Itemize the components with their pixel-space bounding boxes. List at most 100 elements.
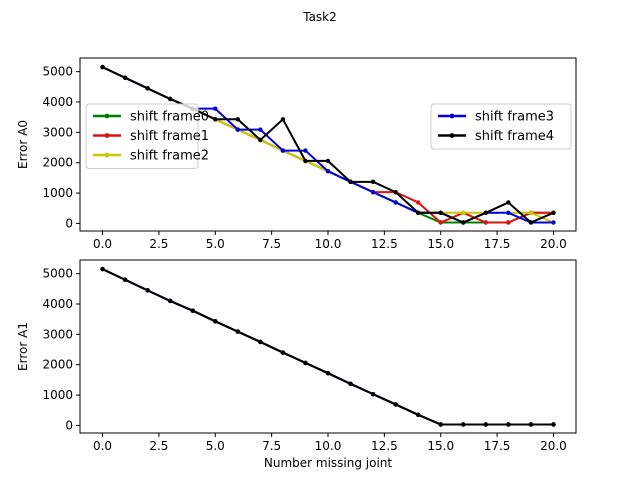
legend-marker xyxy=(449,113,455,119)
legend: shift frame0 shift frame1 shift frame2 shif… xyxy=(85,103,572,169)
data-point xyxy=(528,422,534,427)
x-tick-label: 7.5 xyxy=(262,439,281,453)
data-point xyxy=(190,308,195,313)
data-point xyxy=(461,422,466,427)
x-tick-label: 17.5 xyxy=(484,237,511,251)
data-point xyxy=(348,381,353,387)
x-axis-label: Number missing joint xyxy=(264,456,393,470)
y-axis-label: Error A0 xyxy=(16,120,30,169)
data-point xyxy=(528,210,534,215)
data-point xyxy=(280,350,286,355)
data-point xyxy=(506,200,511,205)
data-point xyxy=(506,210,511,215)
x-tick-label: 2.5 xyxy=(149,237,168,251)
legend-marker xyxy=(104,113,110,119)
data-point xyxy=(167,96,173,102)
data-point xyxy=(551,210,556,215)
x-tick-label: 20.0 xyxy=(540,237,567,251)
y-axis-label: Error A1 xyxy=(16,322,30,371)
legend-marker xyxy=(449,133,455,138)
chart-bottom: 0.0 2.5 5.0 7.5 10.0 12.5 15.0 17.5 20.0 0 1000 200… xyxy=(16,259,577,470)
x-tick-label: 7.5 xyxy=(262,237,281,251)
x-tick-label: 12.5 xyxy=(371,237,398,251)
data-point xyxy=(303,158,308,164)
data-point xyxy=(528,220,534,225)
data-point xyxy=(280,117,286,122)
x-tick-label: 15.0 xyxy=(427,439,454,453)
data-point xyxy=(258,137,263,143)
data-point xyxy=(415,200,421,205)
data-point xyxy=(438,220,443,225)
data-point xyxy=(438,422,443,427)
x-tick-label: 5.0 xyxy=(206,439,225,453)
legend-entry: shift frame4 xyxy=(438,129,554,144)
x-tick-label: 5.0 xyxy=(206,237,225,251)
data-point xyxy=(483,210,489,215)
data-point xyxy=(415,210,421,215)
data-point xyxy=(483,422,489,427)
data-point xyxy=(213,106,218,111)
y-tick-label: 4000 xyxy=(42,297,73,311)
data-point xyxy=(393,402,398,407)
data-point xyxy=(325,169,331,174)
y-tick-label: 2000 xyxy=(42,358,73,372)
series-shift-frame4 xyxy=(100,266,556,427)
data-point xyxy=(145,288,150,293)
data-point xyxy=(438,210,443,215)
data-point xyxy=(348,179,353,185)
legend-label: shift frame2 xyxy=(130,149,209,164)
data-point xyxy=(370,391,376,397)
data-point xyxy=(461,220,466,225)
y-tick-label: 2000 xyxy=(42,156,73,170)
data-point xyxy=(303,360,308,366)
x-tick-label: 0.0 xyxy=(93,439,112,453)
data-point xyxy=(393,200,398,205)
x-tick-label: 10.0 xyxy=(315,237,342,251)
data-point xyxy=(393,189,398,195)
data-point xyxy=(483,220,489,225)
x-tick-label: 15.0 xyxy=(427,237,454,251)
data-point xyxy=(303,148,308,153)
y-tick-label: 1000 xyxy=(42,186,73,200)
x-tick-label: 20.0 xyxy=(540,439,567,453)
x-tick-label: 17.5 xyxy=(484,439,511,453)
x-tick-label: 2.5 xyxy=(149,439,168,453)
data-point xyxy=(145,86,150,91)
data-point xyxy=(506,422,511,427)
legend-marker xyxy=(104,152,110,158)
data-point xyxy=(325,371,331,376)
legend-marker xyxy=(104,133,110,138)
data-point xyxy=(235,117,241,122)
x-tick-label: 12.5 xyxy=(371,439,398,453)
data-point xyxy=(235,329,241,334)
figure-title: Task2 xyxy=(302,10,337,24)
legend-entry: shift frame0 xyxy=(93,110,209,125)
y-tick-label: 5000 xyxy=(42,65,73,79)
data-point xyxy=(415,412,421,417)
legend-entry: shift frame2 xyxy=(93,149,209,164)
y-tick-label: 3000 xyxy=(42,327,73,341)
data-point xyxy=(280,148,286,153)
data-point xyxy=(370,189,376,195)
data-point xyxy=(551,422,556,427)
legend-label: shift frame3 xyxy=(475,110,554,125)
data-point xyxy=(258,127,263,132)
data-point xyxy=(235,127,241,132)
data-point xyxy=(122,277,128,282)
y-tick-label: 0 xyxy=(65,216,73,230)
y-tick-label: 0 xyxy=(65,418,73,432)
y-tick-label: 1000 xyxy=(42,388,73,402)
data-point xyxy=(370,179,376,185)
data-point xyxy=(167,298,173,304)
data-point xyxy=(122,75,128,80)
legend-label: shift frame1 xyxy=(130,129,209,144)
x-tick-label: 0.0 xyxy=(93,237,112,251)
data-point xyxy=(461,210,466,215)
x-tick-label: 10.0 xyxy=(315,439,342,453)
data-point xyxy=(100,64,105,70)
data-point xyxy=(506,220,511,225)
y-tick-label: 5000 xyxy=(42,267,73,281)
chart-top: 0.0 2.5 5.0 7.5 10.0 12.5 15.0 17.5 20.0 0 1000 200… xyxy=(16,57,577,251)
legend-label: shift frame0 xyxy=(130,110,209,125)
